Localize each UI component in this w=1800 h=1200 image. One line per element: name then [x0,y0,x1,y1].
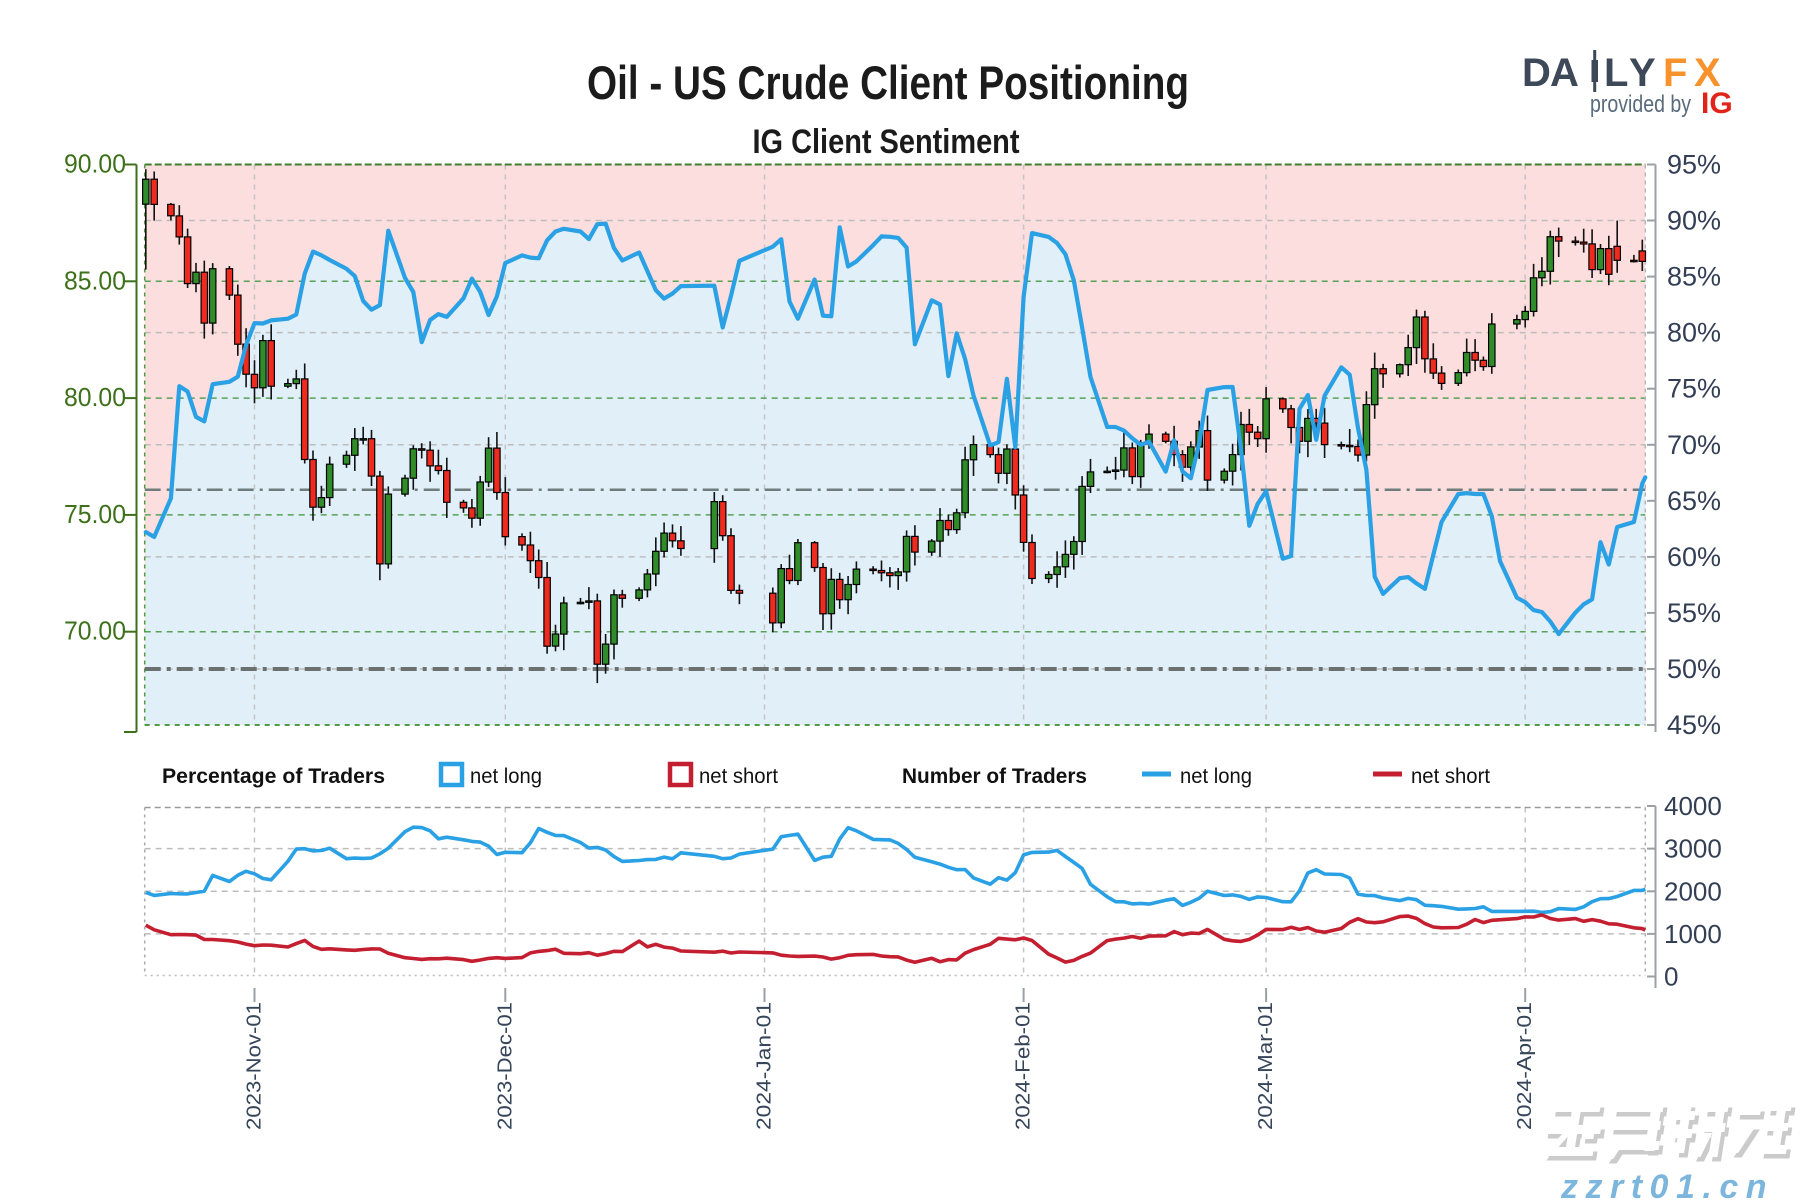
svg-text:4000: 4000 [1664,791,1722,821]
svg-text:80.00: 80.00 [64,382,126,412]
svg-text:50%: 50% [1667,654,1721,684]
svg-text:net long: net long [1180,765,1252,788]
svg-text:90%: 90% [1667,206,1721,236]
svg-text:0: 0 [1664,962,1678,992]
svg-text:IG: IG [1701,87,1733,120]
svg-text:80%: 80% [1667,318,1721,348]
svg-text:IG Client Sentiment: IG Client Sentiment [753,123,1020,161]
svg-text:Y: Y [1629,51,1656,95]
svg-text:2024-Mar-01: 2024-Mar-01 [1255,1002,1277,1130]
svg-text:55%: 55% [1667,598,1721,628]
svg-text:85%: 85% [1667,262,1721,292]
svg-text:provided by: provided by [1590,91,1691,118]
svg-text:X: X [1694,51,1721,95]
svg-text:net long: net long [470,765,542,788]
svg-text:95%: 95% [1667,150,1721,180]
svg-text:2000: 2000 [1664,876,1722,906]
svg-text:75.00: 75.00 [64,499,126,529]
svg-text:2024-Jan-01: 2024-Jan-01 [754,1002,776,1130]
svg-text:85.00: 85.00 [64,265,126,295]
svg-text:A: A [1550,51,1579,95]
svg-text:2024-Feb-01: 2024-Feb-01 [1013,1002,1035,1130]
svg-text:75%: 75% [1667,374,1721,404]
svg-text:65%: 65% [1667,486,1721,516]
svg-text:45%: 45% [1667,710,1721,740]
svg-text:2023-Dec-01: 2023-Dec-01 [494,1002,516,1130]
svg-text:F: F [1663,51,1687,95]
svg-text:70.00: 70.00 [64,616,126,646]
svg-text:net short: net short [699,765,778,788]
svg-text:1000: 1000 [1664,919,1722,949]
svg-text:2024-Apr-01: 2024-Apr-01 [1514,1002,1536,1130]
svg-text:Oil - US Crude Client Position: Oil - US Crude Client Positioning [587,56,1189,109]
svg-text:2023-Nov-01: 2023-Nov-01 [244,1002,266,1130]
svg-text:zzrt01.cn: zzrt01.cn [1560,1168,1774,1200]
svg-text:60%: 60% [1667,542,1721,572]
svg-text:3000: 3000 [1664,834,1722,864]
svg-text:L: L [1604,51,1628,95]
svg-text:Number of Traders: Number of Traders [902,765,1087,788]
svg-text:90.00: 90.00 [64,149,126,179]
svg-text:net short: net short [1411,765,1490,788]
svg-text:Percentage of Traders: Percentage of Traders [162,765,385,788]
svg-text:D: D [1522,51,1551,95]
svg-text:70%: 70% [1667,430,1721,460]
